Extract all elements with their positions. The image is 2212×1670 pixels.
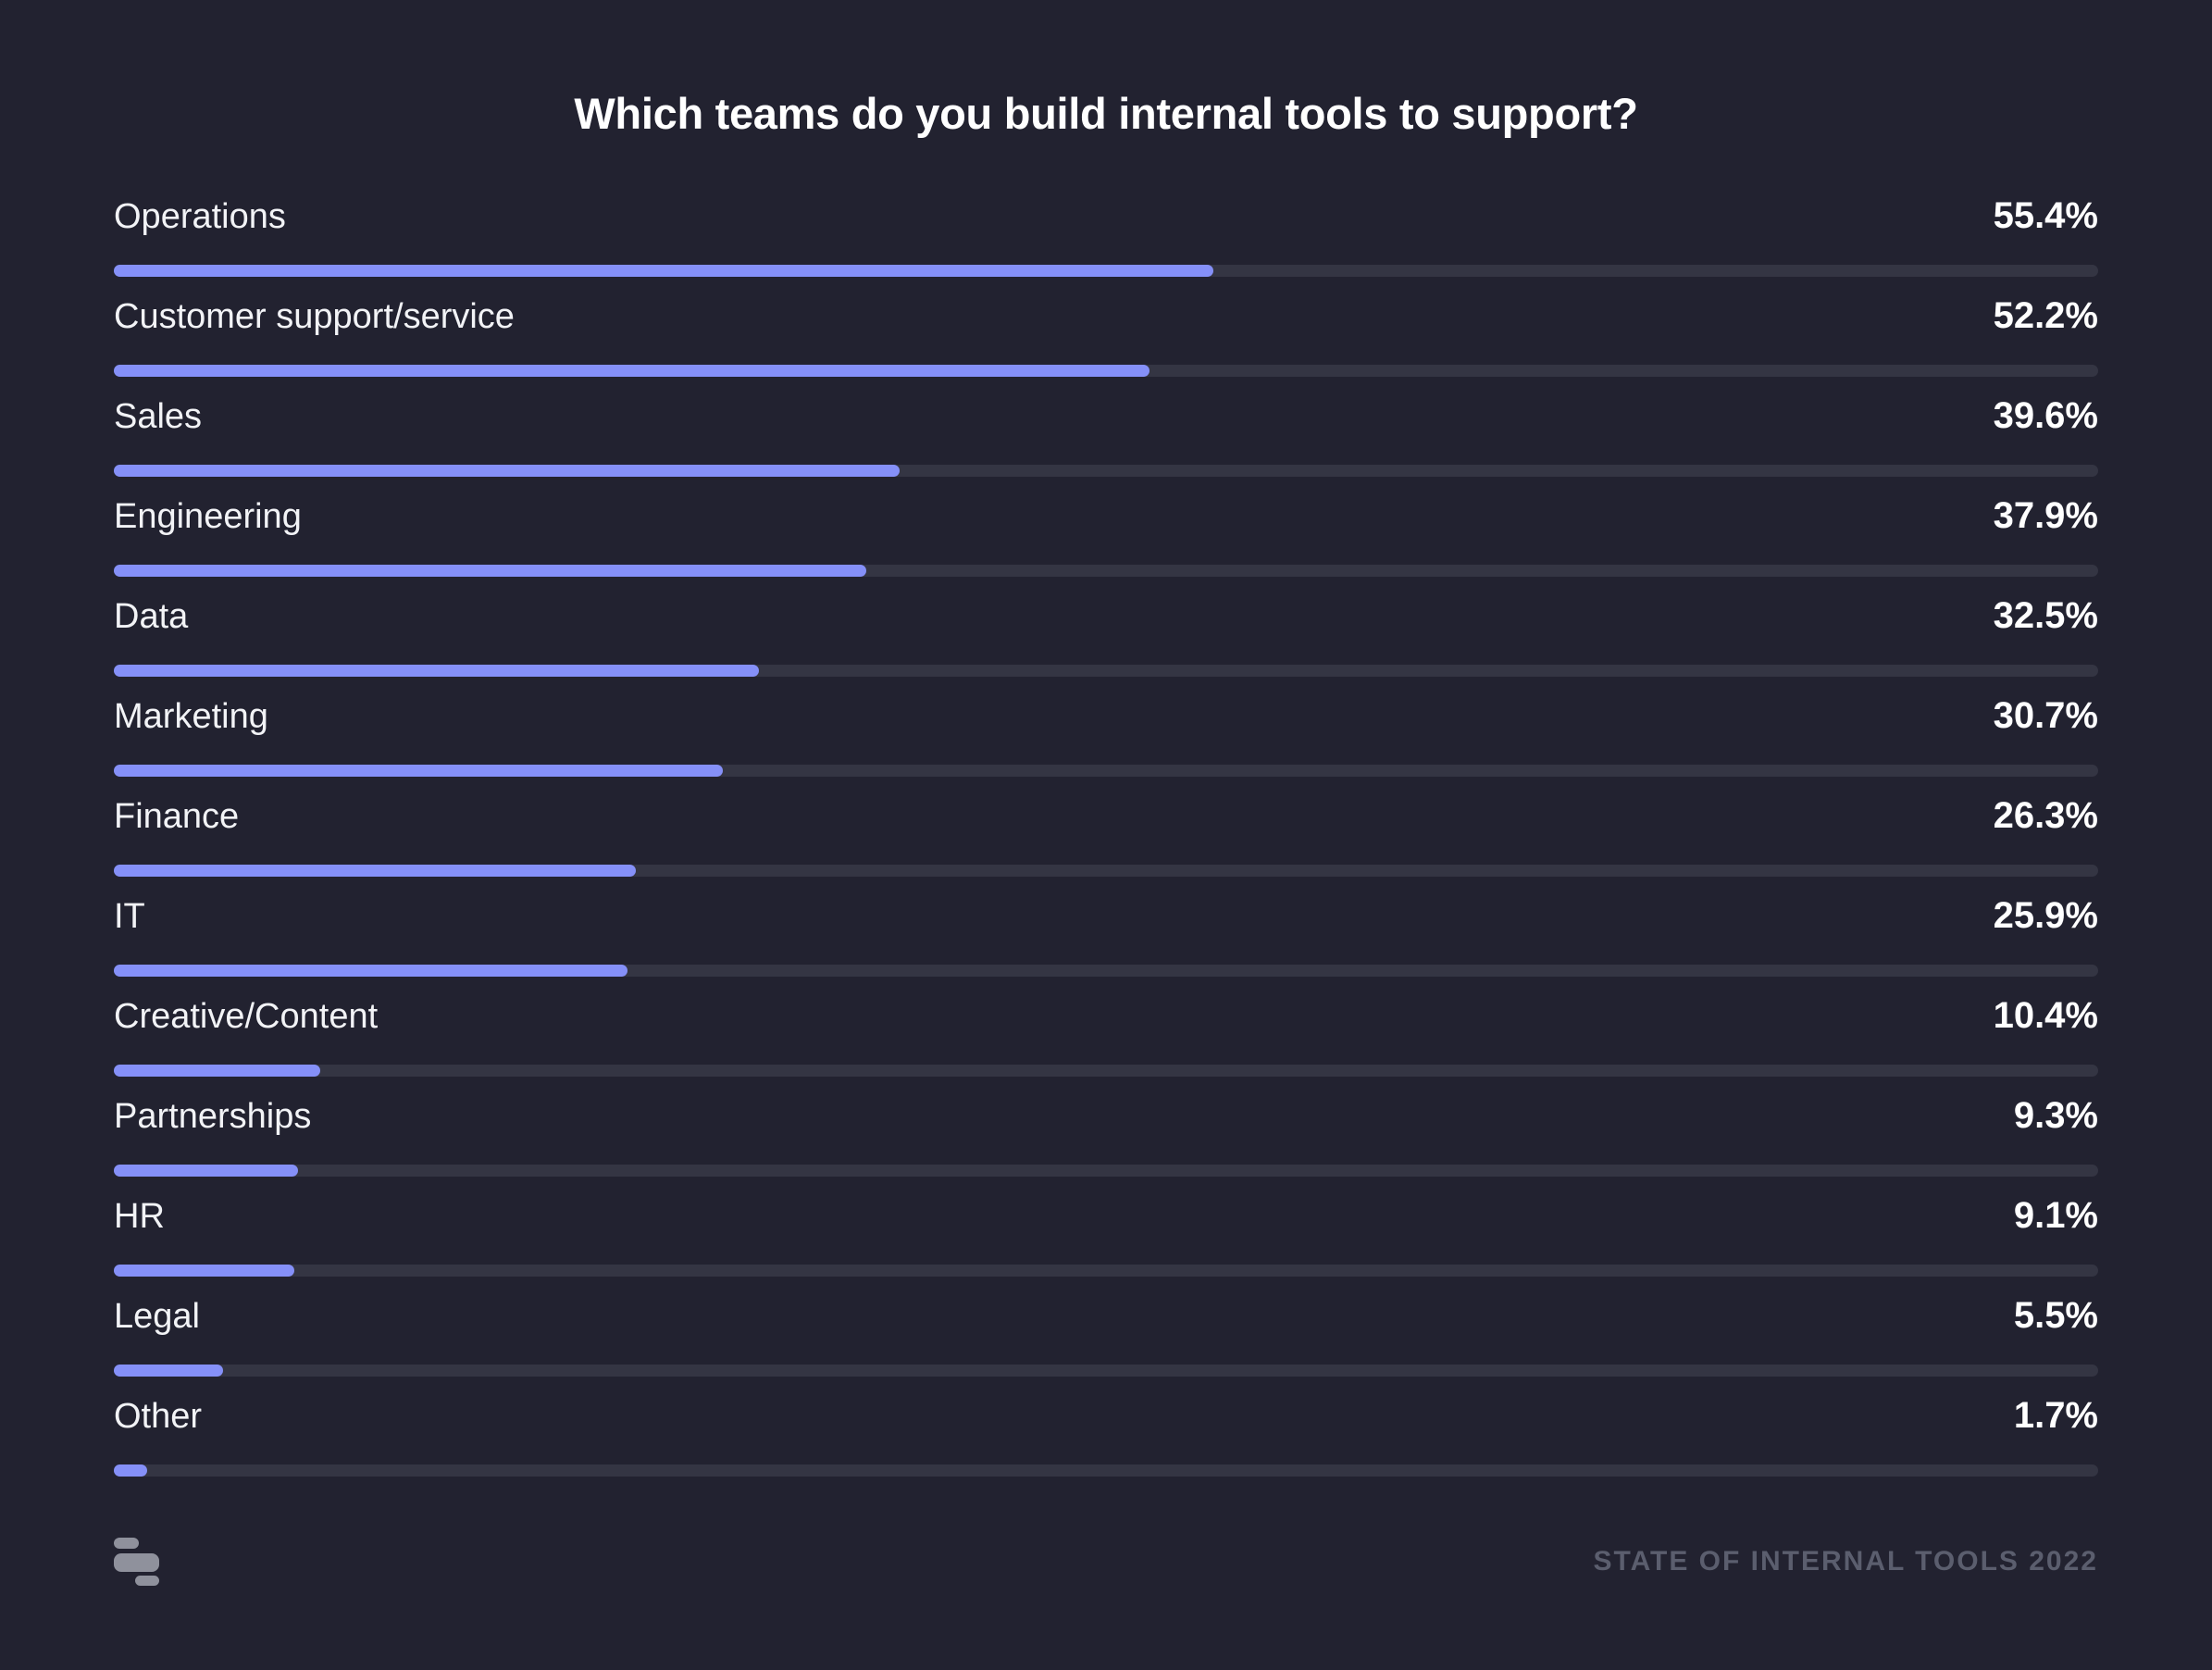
source-label: STATE OF INTERNAL TOOLS 2022 <box>1593 1546 2098 1577</box>
category-label: Data <box>114 597 189 636</box>
value-label: 5.5% <box>2013 1295 2098 1336</box>
category-label: Creative/Content <box>114 997 379 1036</box>
category-label: Customer support/service <box>114 297 515 336</box>
category-label: Operations <box>114 197 286 236</box>
bar-fill <box>114 1165 299 1177</box>
bar-track <box>114 1365 2098 1377</box>
bar-row-head: Data 32.5% <box>114 594 2098 637</box>
bar-fill <box>114 465 901 477</box>
value-label: 37.9% <box>1993 495 2098 536</box>
bar-track <box>114 365 2098 377</box>
bar-fill <box>114 665 759 677</box>
bar-track <box>114 1065 2098 1077</box>
bar-track <box>114 1265 2098 1277</box>
bar-row: Engineering 37.9% <box>114 494 2098 577</box>
bar-row: Other 1.7% <box>114 1394 2098 1477</box>
bar-track <box>114 465 2098 477</box>
bar-track <box>114 865 2098 877</box>
category-label: Partnerships <box>114 1097 312 1136</box>
bar-fill <box>114 1065 320 1077</box>
value-label: 25.9% <box>1993 895 2098 936</box>
footer: STATE OF INTERNAL TOOLS 2022 <box>114 1538 2098 1586</box>
bar-row-head: IT 25.9% <box>114 894 2098 937</box>
bar-row-head: Partnerships 9.3% <box>114 1094 2098 1137</box>
bar-fill <box>114 1265 295 1277</box>
bar-track <box>114 1464 2098 1477</box>
value-label: 52.2% <box>1993 295 2098 336</box>
bar-row: IT 25.9% <box>114 894 2098 977</box>
retool-logo-icon <box>114 1538 160 1586</box>
bar-fill <box>114 965 628 977</box>
bar-row-head: Creative/Content 10.4% <box>114 994 2098 1037</box>
bar-track <box>114 965 2098 977</box>
category-label: Marketing <box>114 697 268 736</box>
bar-track <box>114 665 2098 677</box>
bar-row-head: HR 9.1% <box>114 1194 2098 1237</box>
bar-track <box>114 265 2098 277</box>
bar-track <box>114 1165 2098 1177</box>
value-label: 32.5% <box>1993 595 2098 636</box>
bar-row-head: Operations 55.4% <box>114 194 2098 237</box>
bar-fill <box>114 765 724 777</box>
value-label: 1.7% <box>2013 1395 2098 1436</box>
bar-row-head: Finance 26.3% <box>114 794 2098 837</box>
category-label: Engineering <box>114 497 302 536</box>
bar-row: Sales 39.6% <box>114 394 2098 477</box>
bar-fill <box>114 265 1213 277</box>
bar-row: Operations 55.4% <box>114 194 2098 277</box>
bar-row-head: Marketing 30.7% <box>114 694 2098 737</box>
bar-track <box>114 765 2098 777</box>
bar-row: HR 9.1% <box>114 1194 2098 1277</box>
chart-title: Which teams do you build internal tools … <box>574 89 1638 138</box>
bar-track <box>114 565 2098 577</box>
value-label: 26.3% <box>1993 795 2098 836</box>
value-label: 39.6% <box>1993 395 2098 436</box>
bar-row-head: Engineering 37.9% <box>114 494 2098 537</box>
category-label: Finance <box>114 797 240 836</box>
bar-fill <box>114 1365 223 1377</box>
value-label: 55.4% <box>1993 195 2098 236</box>
bar-row: Partnerships 9.3% <box>114 1094 2098 1177</box>
category-label: Sales <box>114 397 203 436</box>
bar-fill <box>114 365 1150 377</box>
bar-row-head: Customer support/service 52.2% <box>114 294 2098 337</box>
category-label: IT <box>114 897 145 936</box>
bar-row: Finance 26.3% <box>114 794 2098 877</box>
bar-fill <box>114 565 866 577</box>
value-label: 30.7% <box>1993 695 2098 736</box>
bar-row: Legal 5.5% <box>114 1294 2098 1377</box>
value-label: 9.3% <box>2013 1095 2098 1136</box>
logo-block-bottom <box>135 1576 159 1586</box>
logo-block-top <box>114 1538 139 1549</box>
category-label: HR <box>114 1197 165 1236</box>
bar-row: Creative/Content 10.4% <box>114 994 2098 1077</box>
bar-row: Marketing 30.7% <box>114 694 2098 777</box>
category-label: Other <box>114 1397 203 1436</box>
bar-row: Customer support/service 52.2% <box>114 294 2098 377</box>
bar-chart: Operations 55.4% Customer support/servic… <box>114 194 2098 1477</box>
bar-fill <box>114 1464 148 1477</box>
value-label: 9.1% <box>2013 1195 2098 1236</box>
bar-row-head: Other 1.7% <box>114 1394 2098 1437</box>
logo-block-middle <box>114 1553 159 1572</box>
category-label: Legal <box>114 1297 200 1336</box>
bar-row-head: Sales 39.6% <box>114 394 2098 437</box>
bar-fill <box>114 865 636 877</box>
bar-row-head: Legal 5.5% <box>114 1294 2098 1337</box>
value-label: 10.4% <box>1993 995 2098 1036</box>
bar-row: Data 32.5% <box>114 594 2098 677</box>
